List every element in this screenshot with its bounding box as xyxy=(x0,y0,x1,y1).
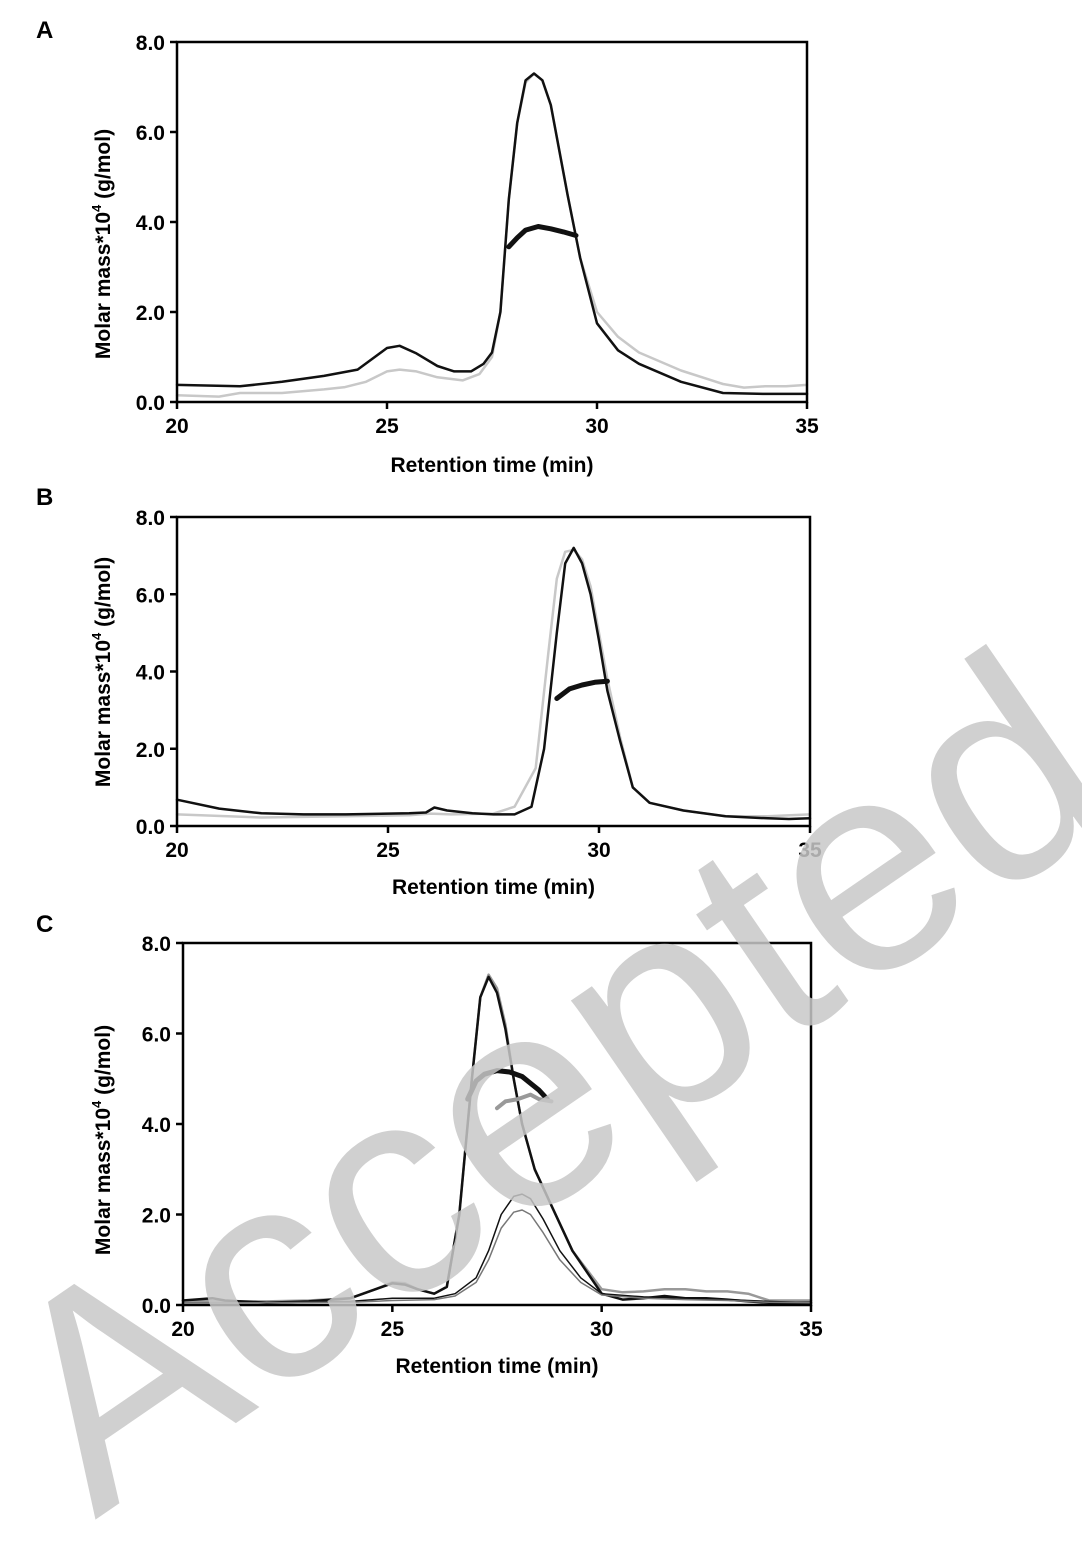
x-tick-label: 35 xyxy=(798,839,822,862)
x-tick-label: 20 xyxy=(171,1318,194,1341)
y-tick-label: 6.0 xyxy=(142,1024,171,1047)
y-axis-label: Molar mass*104 (g/mol) xyxy=(89,557,115,787)
series-line-2 xyxy=(175,72,809,396)
x-tick-label: 25 xyxy=(376,839,400,862)
series-line-3 xyxy=(554,678,610,701)
y-tick-label: 2.0 xyxy=(136,302,165,325)
series-line-4 xyxy=(182,1209,812,1304)
x-tick-label: 20 xyxy=(165,839,188,862)
y-tick-label: 6.0 xyxy=(136,122,165,145)
x-tick-label: 20 xyxy=(165,415,188,438)
y-tick-label: 2.0 xyxy=(142,1205,171,1228)
x-tick-label: 35 xyxy=(799,1318,823,1341)
panel-label: B xyxy=(36,484,53,511)
panel-label: C xyxy=(36,911,53,938)
x-tick-label: 25 xyxy=(381,1318,405,1341)
chart-panels: 0.0 2.0 4.0 6.0 8.0 20 25 30 35 Retention time (m… xyxy=(36,17,823,1378)
y-axis-label: Molar mass*104 (g/mol) xyxy=(89,1025,115,1255)
chart-panel-a: 0.0 2.0 4.0 6.0 8.0 20 25 30 35 Retention time (m… xyxy=(36,17,819,477)
y-tick-label: 0.0 xyxy=(136,816,165,839)
series-line-5 xyxy=(465,1068,550,1102)
y-tick-label: 2.0 xyxy=(136,739,165,762)
y-tick-label: 8.0 xyxy=(136,32,165,55)
y-tick-label: 4.0 xyxy=(136,212,165,235)
y-axis-label: Molar mass*104 (g/mol) xyxy=(89,129,115,359)
chart-panel-b: 0.0 2.0 4.0 6.0 8.0 20 25 30 35 Retention time (m… xyxy=(36,484,822,899)
y-tick-label: 4.0 xyxy=(142,1114,171,1137)
series-line-2 xyxy=(175,546,812,821)
y-tick-label: 0.0 xyxy=(136,392,165,415)
y-tick-label: 4.0 xyxy=(136,662,165,685)
x-tick-label: 25 xyxy=(375,415,399,438)
x-tick-label: 30 xyxy=(590,1318,613,1341)
y-tick-label: 6.0 xyxy=(136,584,165,607)
series-line-6 xyxy=(495,1092,554,1111)
series-line-3 xyxy=(182,1193,812,1304)
series-line-3 xyxy=(506,224,579,250)
y-tick-label: 8.0 xyxy=(142,933,171,956)
x-axis-label: Retention time (min) xyxy=(391,454,594,477)
x-tick-label: 30 xyxy=(585,415,608,438)
x-axis-label: Retention time (min) xyxy=(392,876,595,899)
x-tick-label: 35 xyxy=(795,415,819,438)
x-tick-label: 30 xyxy=(587,839,610,862)
y-tick-label: 0.0 xyxy=(142,1295,171,1318)
chart-panel-c: 0.0 2.0 4.0 6.0 8.0 20 25 30 35 Retention time (m… xyxy=(36,911,823,1378)
x-axis-label: Retention time (min) xyxy=(396,1355,599,1378)
y-tick-label: 8.0 xyxy=(136,507,165,530)
panel-label: A xyxy=(36,17,53,44)
